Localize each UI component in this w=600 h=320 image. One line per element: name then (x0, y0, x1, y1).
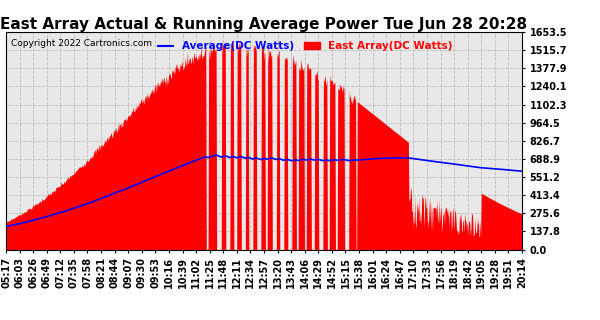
Legend: Average(DC Watts), East Array(DC Watts): Average(DC Watts), East Array(DC Watts) (154, 37, 457, 56)
Title: East Array Actual & Running Average Power Tue Jun 28 20:28: East Array Actual & Running Average Powe… (1, 17, 527, 32)
Text: Copyright 2022 Cartronics.com: Copyright 2022 Cartronics.com (11, 38, 152, 48)
